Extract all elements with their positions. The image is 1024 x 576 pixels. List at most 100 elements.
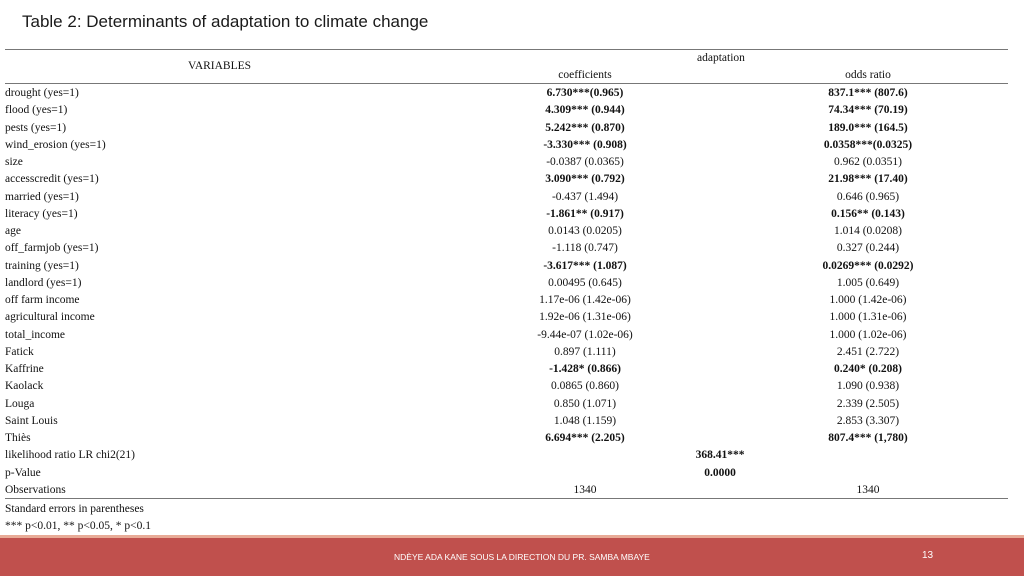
odds-ratio-cell: 1.014 (0.0208)	[833, 225, 903, 237]
odds-ratio-cell: 2.451 (2.722)	[836, 345, 900, 358]
odds-ratio-cell: 1.000 (1.02e-06)	[829, 328, 907, 341]
observations-row: Observations 1340 1340	[0, 482, 1008, 499]
table-notes: Standard errors in parentheses *** p<0.0…	[5, 501, 151, 535]
pvalue-value: 0.0000	[704, 466, 736, 479]
table-row: off_farmjob (yes=1) -1.118 (0.747) 0.327 (…	[0, 240, 1008, 257]
table-row: total_income -9.44e-07 (1.02e-06) 1.000 (1…	[0, 327, 1008, 344]
table-row: age 0.0143 (0.0205) 1.014 (0.0208)	[0, 223, 1008, 240]
table-row: flood (yes=1) 4.309*** (0.944) 74.34*** (7…	[0, 102, 1008, 119]
coefficient-cell: 1.17e-06 (1.42e-06)	[539, 294, 631, 306]
observations-label: Observations	[5, 483, 66, 496]
table-row: agricultural income 1.92e-06 (1.31e-06) 1.…	[0, 309, 1008, 326]
likelihood-row: likelihood ratio LR chi2(21) 368.41***	[0, 447, 1008, 464]
table-row: literacy (yes=1) -1.861** (0.917) 0.156** …	[0, 206, 1008, 223]
coefficient-cell: 0.00495 (0.645)	[548, 276, 622, 289]
table-row: Thiès 6.694*** (2.205) 807.4*** (1,780)	[0, 430, 1008, 447]
footer-author: NDÈYE ADA KANE SOUS LA DIRECTION DU PR. …	[394, 552, 650, 562]
table-row: Louga 0.850 (1.071) 2.339 (2.505)	[0, 396, 1008, 413]
row-label: age	[5, 225, 21, 237]
coefficient-cell: 0.897 (1.111)	[554, 345, 616, 358]
table-bottom-rule	[5, 498, 1008, 499]
odds-ratio-cell: 189.0*** (164.5)	[828, 121, 908, 134]
observations-coef: 1340	[573, 483, 597, 496]
table-row: pests (yes=1) 5.242*** (0.870) 189.0*** (1…	[0, 120, 1008, 137]
odds-ratio-cell: 0.240* (0.208)	[833, 363, 903, 375]
odds-ratio-cell: 74.34*** (70.19)	[828, 104, 908, 117]
row-label: married (yes=1)	[5, 190, 79, 203]
coefficient-cell: 1.92e-06 (1.31e-06)	[539, 311, 631, 324]
variables-header: VARIABLES	[188, 60, 252, 72]
coefficient-cell: 0.850 (1.071)	[553, 397, 617, 410]
coefficients-header: coefficients	[558, 69, 612, 81]
table-row: Kaolack 0.0865 (0.860) 1.090 (0.938)	[0, 378, 1008, 395]
coefficient-cell: -3.330*** (0.908)	[543, 138, 627, 151]
row-label: Kaolack	[5, 380, 44, 393]
row-label: agricultural income	[5, 311, 95, 324]
table-body: drought (yes=1) 6.730***(0.965) 837.1*** (…	[0, 85, 1008, 499]
row-label: drought (yes=1)	[5, 87, 79, 99]
row-label: accesscredit (yes=1)	[5, 173, 99, 186]
row-label: flood (yes=1)	[5, 104, 68, 117]
coefficient-cell: -1.861** (0.917)	[546, 207, 624, 220]
odds-ratio-cell: 1.005 (0.649)	[836, 276, 900, 289]
table-row: landlord (yes=1) 0.00495 (0.645) 1.005 (0.…	[0, 275, 1008, 292]
row-label: landlord (yes=1)	[5, 276, 82, 289]
odds-ratio-cell: 1.090 (0.938)	[836, 380, 900, 393]
coefficient-cell: -1.118 (0.747)	[552, 242, 618, 255]
coefficient-cell: 5.242*** (0.870)	[545, 121, 625, 134]
table-row: drought (yes=1) 6.730***(0.965) 837.1*** (…	[0, 85, 1008, 102]
coefficient-cell: -3.617*** (1.087)	[543, 259, 627, 272]
footer-bar: NDÈYE ADA KANE SOUS LA DIRECTION DU PR. …	[0, 535, 1024, 576]
odds-ratio-cell: 0.646 (0.965)	[836, 190, 900, 203]
row-label: literacy (yes=1)	[5, 207, 78, 220]
odds-ratio-header: odds ratio	[845, 69, 891, 81]
header-rule	[5, 83, 1008, 84]
coefficient-cell: 3.090*** (0.792)	[545, 173, 625, 186]
pvalue-label: p-Value	[5, 466, 41, 479]
table-row: training (yes=1) -3.617*** (1.087) 0.0269*…	[0, 258, 1008, 275]
odds-ratio-cell: 0.0358***(0.0325)	[823, 138, 913, 151]
note-significance: *** p<0.01, ** p<0.05, * p<0.1	[5, 520, 151, 532]
row-label: Saint Louis	[5, 414, 58, 427]
page-number: 13	[922, 550, 934, 561]
row-label: pests (yes=1)	[5, 121, 67, 134]
table-row: accesscredit (yes=1) 3.090*** (0.792) 21.9…	[0, 171, 1008, 188]
note-standard-errors: Standard errors in parentheses	[5, 503, 144, 515]
row-label: Thiès	[5, 432, 31, 444]
odds-ratio-cell: 2.853 (3.307)	[836, 414, 900, 427]
likelihood-label: likelihood ratio LR chi2(21)	[5, 449, 135, 462]
odds-ratio-cell: 837.1*** (807.6)	[828, 87, 908, 99]
pvalue-row: p-Value 0.0000	[0, 465, 1008, 482]
observations-odds: 1340	[856, 483, 880, 496]
odds-ratio-cell: 0.0269*** (0.0292)	[822, 259, 914, 272]
row-label: total_income	[5, 328, 66, 341]
table-row: size -0.0387 (0.0365) 0.962 (0.0351)	[0, 154, 1008, 171]
coefficient-cell: 6.730***(0.965)	[546, 87, 624, 99]
odds-ratio-cell: 0.962 (0.0351)	[833, 156, 903, 168]
odds-ratio-cell: 1.000 (1.42e-06)	[829, 294, 907, 306]
odds-ratio-cell: 1.000 (1.31e-06)	[829, 311, 907, 324]
coefficient-cell: -9.44e-07 (1.02e-06)	[537, 328, 633, 341]
coefficient-cell: 1.048 (1.159)	[553, 414, 617, 427]
table-row: wind_erosion (yes=1) -3.330*** (0.908) 0.0…	[0, 137, 1008, 154]
coefficient-cell: 6.694*** (2.205)	[545, 432, 625, 444]
slide-title: Table 2: Determinants of adaptation to c…	[22, 12, 429, 31]
odds-ratio-cell: 807.4*** (1,780)	[828, 432, 908, 444]
row-label: training (yes=1)	[5, 259, 79, 272]
row-label: Kaffrine	[5, 363, 44, 375]
table-row: Kaffrine -1.428* (0.866) 0.240* (0.208)	[0, 361, 1008, 378]
coefficient-cell: -0.0387 (0.0365)	[546, 156, 624, 168]
row-label: size	[5, 156, 23, 168]
odds-ratio-cell: 21.98*** (17.40)	[828, 173, 908, 186]
odds-ratio-cell: 0.156** (0.143)	[831, 207, 905, 220]
coefficient-cell: -1.428* (0.866)	[549, 363, 621, 375]
row-label: wind_erosion (yes=1)	[5, 138, 106, 151]
odds-ratio-cell: 2.339 (2.505)	[836, 397, 900, 410]
table-row: off farm income 1.17e-06 (1.42e-06) 1.000 …	[0, 292, 1008, 309]
row-label: off farm income	[5, 294, 80, 306]
row-label: off_farmjob (yes=1)	[5, 242, 99, 255]
row-label: Fatick	[5, 345, 34, 358]
likelihood-value: 368.41***	[695, 449, 745, 462]
adaptation-header: adaptation	[697, 52, 745, 64]
table-row: Fatick 0.897 (1.111) 2.451 (2.722)	[0, 344, 1008, 361]
